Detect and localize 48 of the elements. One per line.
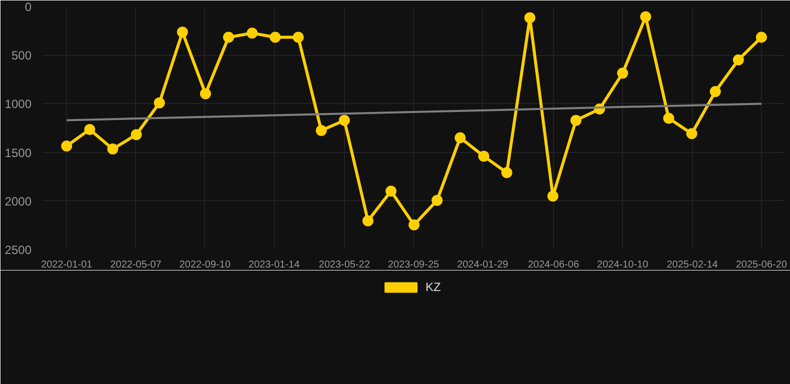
x-tick-label: 2024-06-06 xyxy=(528,260,580,270)
y-tick-label: 0 xyxy=(24,0,32,14)
point xyxy=(200,88,211,100)
x-tick-label: 2025-06-20 xyxy=(736,260,788,270)
legend-label: KZ xyxy=(426,280,442,294)
point xyxy=(84,124,96,135)
point xyxy=(686,128,698,140)
x-tick-label: 2024-01-29 xyxy=(457,260,509,270)
point xyxy=(292,32,304,43)
point xyxy=(176,26,188,38)
point xyxy=(338,114,350,126)
x-tick-label: 2023-05-22 xyxy=(318,260,370,270)
point xyxy=(408,219,420,230)
y-tick-label: 500 xyxy=(11,48,32,63)
point xyxy=(61,140,72,152)
point xyxy=(756,32,767,43)
y-tick-label: 2500 xyxy=(4,243,32,257)
point xyxy=(617,68,628,79)
x-tick-label: 2024-10-10 xyxy=(597,260,649,270)
point xyxy=(663,112,674,124)
y-tick-label: 2000 xyxy=(4,194,32,208)
x-tick-label: 2023-09-25 xyxy=(388,260,440,270)
x-tick-label: 2022-05-07 xyxy=(110,260,162,270)
x-tick-label: 2022-09-10 xyxy=(179,260,231,270)
point xyxy=(107,144,118,154)
point xyxy=(524,12,536,24)
point xyxy=(501,167,512,178)
x-tick-label: 2025-02-14 xyxy=(666,260,718,270)
y-tick-label: 1000 xyxy=(4,97,32,112)
point xyxy=(547,190,558,202)
point xyxy=(154,97,165,108)
point xyxy=(246,28,258,39)
point xyxy=(432,194,443,206)
x-tick-label: 2023-01-14 xyxy=(248,260,300,270)
point xyxy=(454,132,466,144)
point xyxy=(223,32,234,43)
point xyxy=(640,11,652,22)
x-tick-label: 2022-01-01 xyxy=(41,260,93,270)
point xyxy=(732,54,744,66)
point xyxy=(570,114,582,126)
point xyxy=(362,215,374,226)
point xyxy=(386,186,396,197)
point xyxy=(478,150,490,162)
point xyxy=(710,86,721,98)
point xyxy=(316,125,327,136)
point xyxy=(270,32,281,43)
y-tick-label: 1500 xyxy=(4,146,32,160)
point xyxy=(130,129,142,140)
